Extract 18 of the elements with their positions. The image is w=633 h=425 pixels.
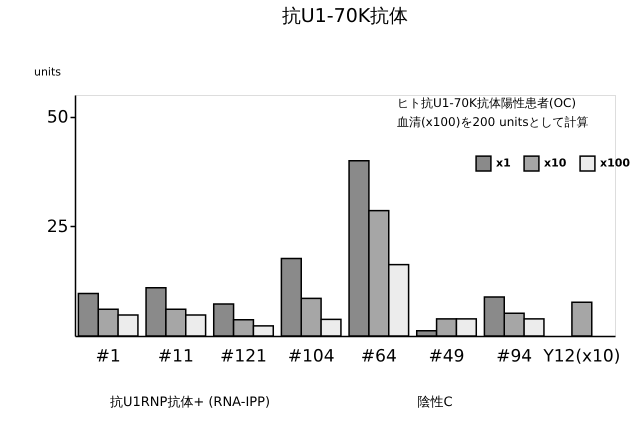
y-tick-label: 25 xyxy=(46,216,68,237)
x-tick-label: #1 xyxy=(96,346,121,366)
y-axis-title: units xyxy=(34,66,62,78)
x-tick-label: #104 xyxy=(288,346,335,366)
y-tick-label: 50 xyxy=(46,107,68,128)
annotation: ヒト抗U1-70K抗体陽性患者(OC) 血清(x100)を200 unitsとして計算 xyxy=(397,96,589,129)
text: 抗U1RNP抗体+ (RNA-IPP) xyxy=(110,395,270,410)
x-tick-label: #121 xyxy=(220,346,267,366)
chart-title: 抗U1-70K抗体 xyxy=(282,5,408,27)
legend-label: x10 xyxy=(544,156,567,170)
x-tick-label: Y12(x10) xyxy=(542,346,620,366)
x-tick-label: #94 xyxy=(496,346,532,366)
legend-label: x1 xyxy=(496,156,511,170)
x-tick-label: #64 xyxy=(360,346,397,366)
x-tick-label: #11 xyxy=(158,346,194,366)
legend-label: x100 xyxy=(600,156,630,170)
x-tick-label: #49 xyxy=(428,346,464,366)
text: 陰性C xyxy=(417,395,453,410)
